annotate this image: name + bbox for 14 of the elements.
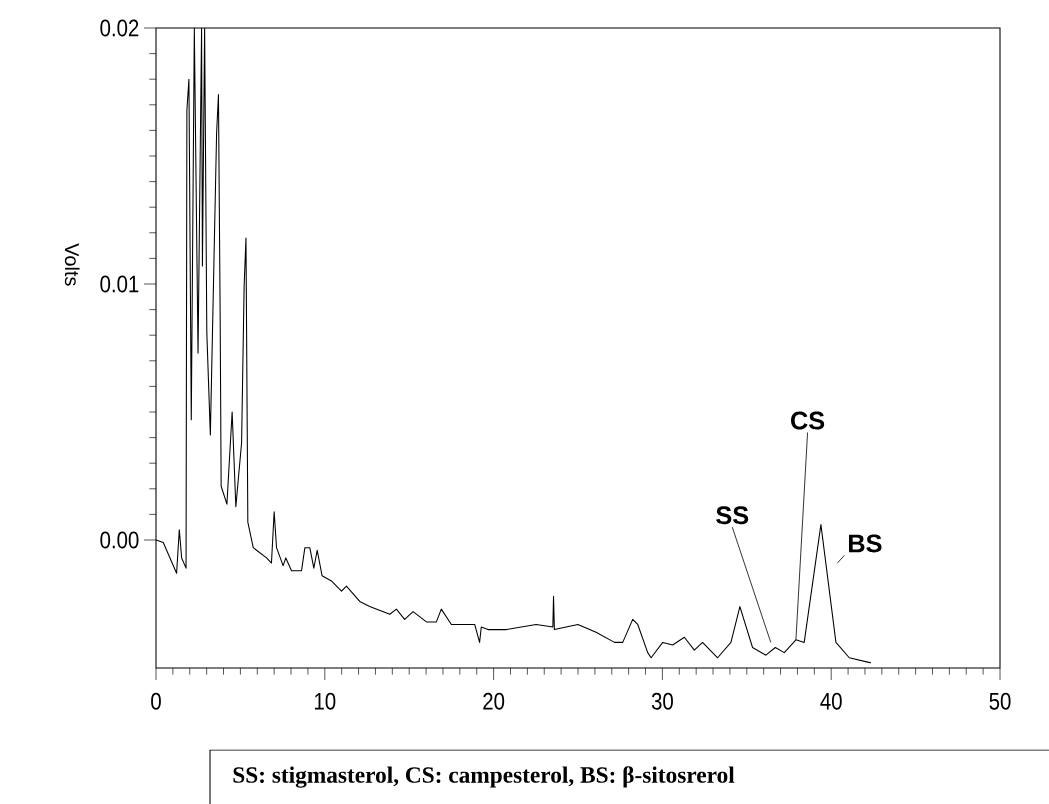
x-tick-label: 20 bbox=[483, 692, 505, 710]
annotation: SS bbox=[716, 506, 749, 525]
x-tick-label: 10 bbox=[315, 692, 336, 710]
y-tick-label: 0.01 bbox=[100, 275, 139, 293]
x-tick-label: 50 bbox=[989, 692, 1011, 710]
annotation: BS bbox=[849, 534, 882, 553]
y-tick-label: 0.00 bbox=[100, 531, 139, 549]
y-axis-title: Volts bbox=[64, 243, 80, 286]
x-tick-label: 30 bbox=[651, 692, 673, 710]
x-tick-label: 40 bbox=[820, 692, 842, 710]
x-tick-label: 0 bbox=[151, 692, 161, 710]
text: SS: stigmasterol, CS: campesterol, BS: β-sitosrerol bbox=[233, 766, 735, 788]
y-tick-label: 0.02 bbox=[100, 19, 139, 37]
annotation: CS bbox=[791, 411, 825, 430]
